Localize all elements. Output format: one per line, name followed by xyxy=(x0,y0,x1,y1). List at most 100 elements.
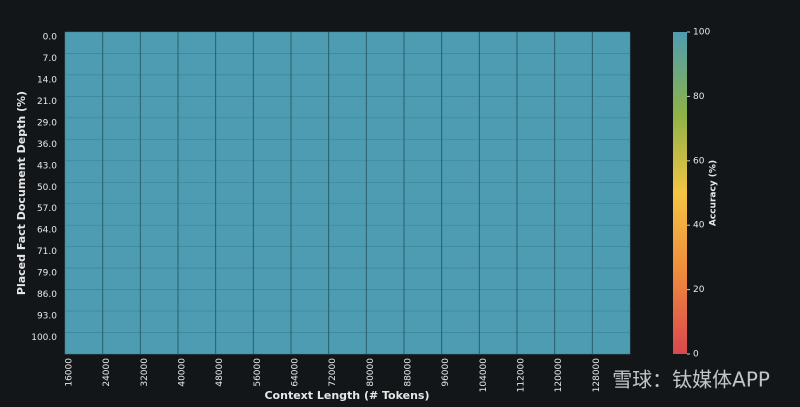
heatmap-cell xyxy=(290,289,329,312)
heatmap-cell xyxy=(177,267,216,290)
heatmap-cell xyxy=(253,31,292,54)
heatmap-cell xyxy=(441,31,480,54)
heatmap-cell xyxy=(366,117,405,140)
heatmap-cell xyxy=(102,53,141,76)
colorbar-tick-label: 0 xyxy=(693,350,699,360)
heatmap-cell xyxy=(554,139,593,162)
heatmap-cell xyxy=(290,246,329,269)
heatmap-cell xyxy=(441,246,480,269)
heatmap-cell xyxy=(403,289,442,312)
heatmap-cell xyxy=(592,267,631,290)
heatmap-cell xyxy=(215,267,254,290)
heatmap-cell xyxy=(479,310,518,333)
heatmap-cell xyxy=(328,332,367,355)
heatmap-cell xyxy=(253,117,292,140)
y-tick-label: 64.0 xyxy=(37,226,57,236)
heatmap-cell xyxy=(215,160,254,183)
heatmap-cell xyxy=(592,289,631,312)
heatmap-cell xyxy=(441,182,480,204)
heatmap-cell xyxy=(441,267,480,290)
y-tick-label: 50.0 xyxy=(37,183,57,193)
heatmap-cell xyxy=(102,289,141,312)
heatmap-cell xyxy=(290,139,329,162)
heatmap-cell xyxy=(592,117,631,140)
heatmap-cell xyxy=(64,224,103,247)
heatmap-cell xyxy=(290,53,329,76)
heatmap-cell xyxy=(516,53,555,76)
heatmap-cell xyxy=(102,74,141,97)
heatmap-cell xyxy=(441,53,480,76)
heatmap-cell xyxy=(479,160,518,183)
heatmap-cell xyxy=(215,310,254,333)
x-tick-label: 56000 xyxy=(253,358,263,387)
heatmap-cell xyxy=(102,31,141,54)
heatmap-cell xyxy=(140,139,179,162)
heatmap-cell xyxy=(102,182,141,204)
heatmap-cell xyxy=(177,310,216,333)
heatmap-cell xyxy=(290,224,329,247)
x-axis-title: Context Length (# Tokens) xyxy=(264,389,429,402)
colorbar-tick-label: 60 xyxy=(693,156,705,166)
heatmap-cell xyxy=(479,267,518,290)
heatmap-cell xyxy=(441,160,480,183)
y-tick-label: 79.0 xyxy=(37,269,57,279)
heatmap-cell xyxy=(403,310,442,333)
heatmap-cell xyxy=(441,332,480,355)
heatmap-cell xyxy=(441,289,480,312)
heatmap-cell xyxy=(140,160,179,183)
heatmap-cell xyxy=(328,289,367,312)
heatmap-cell xyxy=(140,74,179,97)
heatmap-cell xyxy=(253,289,292,312)
heatmap-cell xyxy=(177,332,216,355)
heatmap-cell xyxy=(403,182,442,204)
heatmap-cell xyxy=(554,117,593,140)
heatmap-cell xyxy=(403,246,442,269)
heatmap-cell xyxy=(102,203,141,226)
heatmap-cell xyxy=(592,96,631,119)
colorbar-tick-label: 100 xyxy=(693,28,710,38)
y-tick-label: 21.0 xyxy=(37,97,57,107)
heatmap-cell xyxy=(403,53,442,76)
heatmap-cell xyxy=(140,332,179,355)
heatmap-cell xyxy=(177,203,216,226)
heatmap-cell xyxy=(290,96,329,119)
heatmap-cell xyxy=(102,160,141,183)
heatmap-cell xyxy=(290,203,329,226)
heatmap-cell xyxy=(554,74,593,97)
heatmap-cell xyxy=(140,96,179,119)
heatmap-cell xyxy=(479,224,518,247)
heatmap-cell xyxy=(140,182,179,204)
heatmap-cell xyxy=(290,310,329,333)
heatmap-cell xyxy=(441,224,480,247)
heatmap-cell xyxy=(328,246,367,269)
x-tick-label: 16000 xyxy=(65,358,75,387)
heatmap-cell xyxy=(516,182,555,204)
x-tick-label: 96000 xyxy=(441,358,451,387)
heatmap-cell xyxy=(516,203,555,226)
heatmap-cell xyxy=(215,203,254,226)
heatmap-cell xyxy=(253,332,292,355)
x-tick-label: 120000 xyxy=(554,358,564,393)
y-tick-label: 57.0 xyxy=(37,204,57,214)
heatmap-cell xyxy=(366,246,405,269)
heatmap-cell xyxy=(102,139,141,162)
heatmap-cell xyxy=(64,160,103,183)
heatmap-cell xyxy=(516,139,555,162)
heatmap-cell xyxy=(215,246,254,269)
heatmap-cell xyxy=(215,182,254,204)
heatmap-cell xyxy=(479,182,518,204)
heatmap-cell xyxy=(516,224,555,247)
heatmap-cell xyxy=(554,53,593,76)
heatmap-cell xyxy=(328,203,367,226)
heatmap-cell xyxy=(366,203,405,226)
heatmap-cell xyxy=(328,267,367,290)
heatmap-cell xyxy=(366,332,405,355)
heatmap-cell xyxy=(441,203,480,226)
heatmap-cell xyxy=(215,74,254,97)
heatmap-cell xyxy=(290,332,329,355)
heatmap-cell xyxy=(64,267,103,290)
heatmap-cell xyxy=(554,203,593,226)
heatmap-cell xyxy=(64,310,103,333)
heatmap-cell xyxy=(64,53,103,76)
